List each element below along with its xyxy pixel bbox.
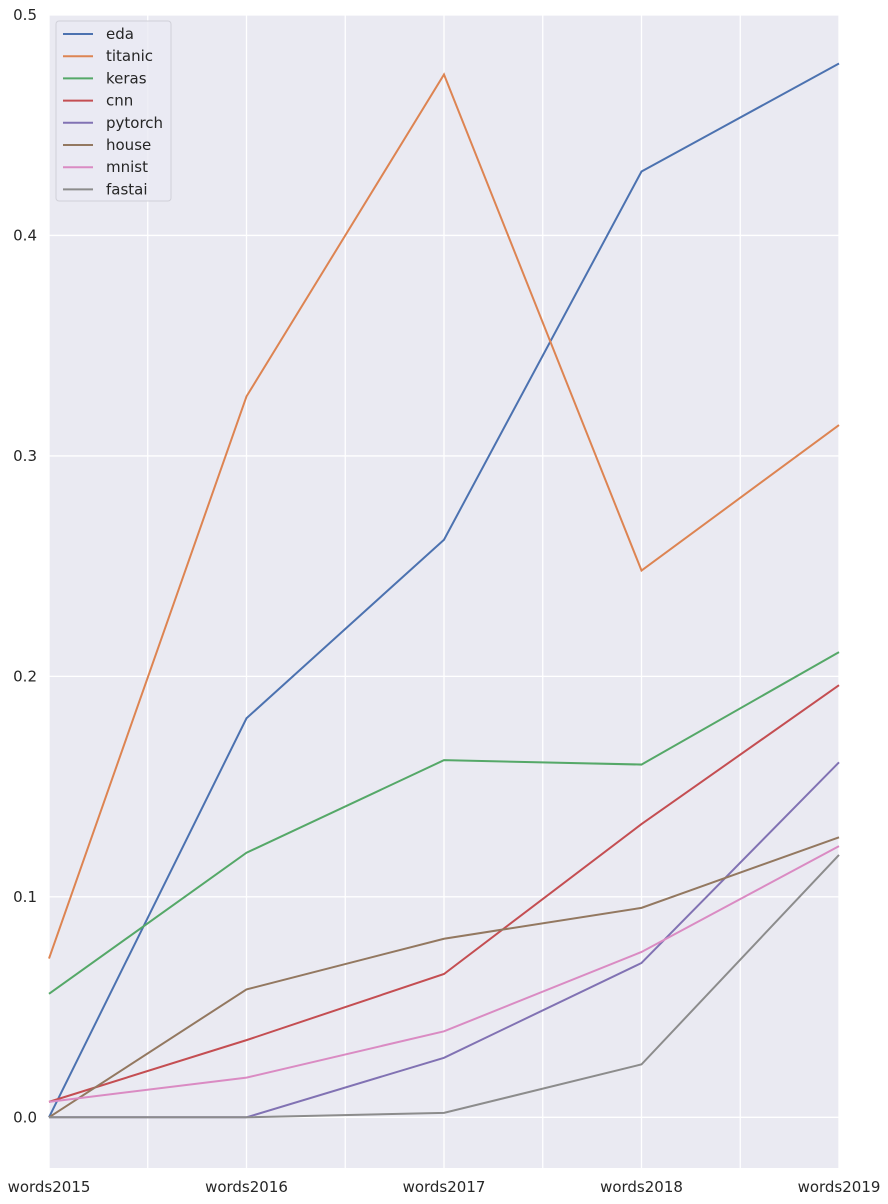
x-tick-label: words2017	[403, 1178, 486, 1196]
legend-label-house: house	[106, 136, 151, 154]
legend-box	[55, 20, 172, 202]
series-line-fastai	[49, 854, 840, 1119]
legend-label-titanic: titanic	[106, 47, 153, 65]
series-line-mnist	[48, 845, 840, 1103]
y-tick-label: 0.2	[13, 667, 37, 685]
x-tick-label: words2019	[798, 1178, 881, 1196]
y-tick-labels: 0.0 0.1 0.2 0.3 0.4 0.5	[13, 6, 37, 1126]
y-tick-label: 0.0	[13, 1108, 37, 1126]
legend-label-eda: eda	[106, 25, 134, 43]
series-line-titanic	[48, 72, 840, 959]
series-line-keras	[48, 651, 840, 995]
series-line-cnn	[48, 684, 840, 1103]
series-line-eda	[48, 62, 840, 1118]
legend-label-cnn: cnn	[106, 92, 133, 110]
series-lines	[48, 62, 840, 1119]
y-tick-label: 0.3	[13, 447, 37, 465]
legend-label-mnist: mnist	[106, 158, 148, 176]
y-tick-label: 0.1	[13, 888, 37, 906]
legend-label-fastai: fastai	[106, 180, 148, 198]
x-tick-labels: words2015 words2016 words2017 words2018 word…	[8, 1178, 881, 1196]
x-tick-label: words2016	[205, 1178, 288, 1196]
y-tick-label: 0.5	[13, 6, 37, 24]
x-tick-label: words2018	[600, 1178, 683, 1196]
legend-label-pytorch: pytorch	[106, 114, 163, 132]
legend: eda titanic keras cnn pytorch house mnist fasta…	[55, 20, 172, 202]
x-tick-label: words2015	[8, 1178, 91, 1196]
y-tick-label: 0.4	[13, 226, 37, 244]
series-line-house	[48, 836, 840, 1119]
legend-label-keras: keras	[106, 69, 147, 87]
